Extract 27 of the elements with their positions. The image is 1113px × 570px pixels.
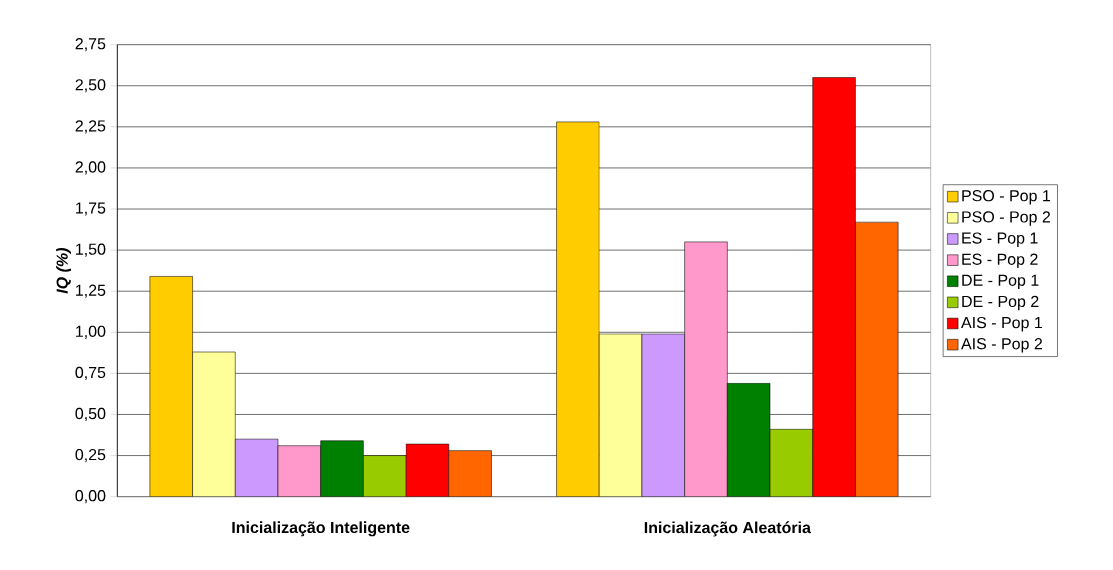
- x-tick-label: Inicialização Inteligente: [232, 521, 410, 537]
- bar: [855, 221, 899, 497]
- y-tick-label: 1,50: [76, 243, 106, 257]
- y-tick-label: 1,75: [76, 202, 106, 216]
- y-tick-label: 0,75: [75, 366, 106, 380]
- y-tick-label: 2,50: [75, 79, 106, 93]
- bar: [556, 121, 600, 497]
- y-tick-label: 2,25: [75, 120, 106, 134]
- legend-label: AIS - Pop 2: [961, 338, 1042, 353]
- legend-label: ES - Pop 2: [962, 253, 1038, 269]
- legend-label: AIS - Pop 1: [961, 316, 1043, 332]
- bar: [448, 450, 492, 497]
- y-axis-title: IQ (%): [56, 248, 72, 294]
- y-tick-label: 1,25: [76, 284, 106, 298]
- y-tick-label: 0,25: [75, 448, 106, 463]
- y-tick-label: 0,50: [75, 407, 106, 422]
- legend-label: DE - Pop 1: [962, 274, 1039, 290]
- y-tick-label: 1,00: [76, 325, 106, 339]
- legend-label: ES - Pop 1: [962, 232, 1038, 247]
- y-tick-label: 2,00: [75, 161, 106, 175]
- x-tick-label: Inicialização Aleatória: [644, 521, 812, 537]
- bar: [149, 276, 193, 497]
- y-tick-label: 0,00: [75, 490, 106, 504]
- y-tick-label: 2,75: [75, 38, 106, 52]
- legend-label: DE - Pop 2: [962, 295, 1039, 311]
- legend-label: PSO - Pop 1: [962, 190, 1051, 205]
- legend-label: PSO - Pop 2: [962, 211, 1050, 226]
